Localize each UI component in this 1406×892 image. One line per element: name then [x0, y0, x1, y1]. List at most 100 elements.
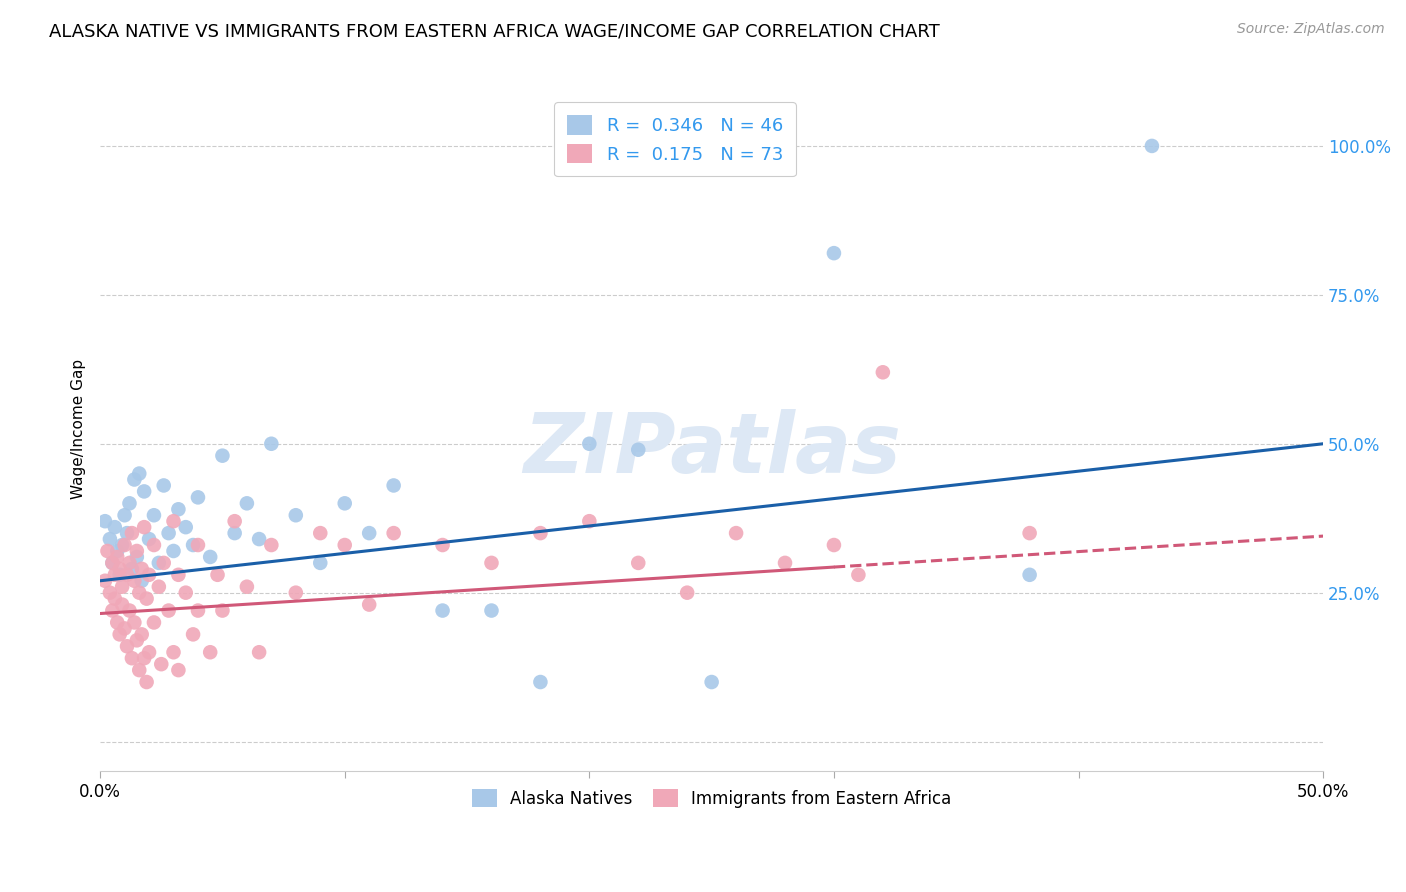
Point — [284, 585, 307, 599]
Point — [162, 544, 184, 558]
Point — [115, 640, 138, 654]
Legend: Alaska Natives, Immigrants from Eastern Africa: Alaska Natives, Immigrants from Eastern … — [465, 782, 957, 814]
Point — [529, 526, 551, 541]
Point — [124, 615, 146, 630]
Point — [142, 538, 165, 552]
Text: Source: ZipAtlas.com: Source: ZipAtlas.com — [1237, 22, 1385, 37]
Point — [111, 598, 134, 612]
Point — [118, 496, 141, 510]
Point — [211, 449, 233, 463]
Point — [432, 538, 454, 552]
Point — [1140, 139, 1163, 153]
Point — [121, 562, 143, 576]
Point — [529, 675, 551, 690]
Point — [101, 556, 124, 570]
Point — [162, 645, 184, 659]
Point — [247, 532, 270, 546]
Point — [118, 603, 141, 617]
Point — [108, 627, 131, 641]
Text: ALASKA NATIVE VS IMMIGRANTS FROM EASTERN AFRICA WAGE/INCOME GAP CORRELATION CHAR: ALASKA NATIVE VS IMMIGRANTS FROM EASTERN… — [49, 22, 941, 40]
Point — [121, 526, 143, 541]
Point — [115, 567, 138, 582]
Point — [142, 615, 165, 630]
Point — [131, 574, 153, 588]
Point — [125, 544, 148, 558]
Point — [1018, 526, 1040, 541]
Point — [247, 645, 270, 659]
Point — [187, 491, 209, 505]
Point — [138, 645, 160, 659]
Point — [309, 526, 332, 541]
Point — [481, 556, 503, 570]
Point — [167, 663, 190, 677]
Point — [135, 591, 157, 606]
Point — [359, 598, 381, 612]
Point — [823, 246, 845, 260]
Point — [98, 585, 121, 599]
Point — [152, 556, 174, 570]
Point — [284, 508, 307, 523]
Point — [236, 580, 259, 594]
Point — [773, 556, 796, 570]
Point — [627, 556, 650, 570]
Point — [578, 436, 600, 450]
Point — [104, 567, 127, 582]
Point — [211, 603, 233, 617]
Point — [138, 532, 160, 546]
Point — [121, 651, 143, 665]
Point — [108, 567, 131, 582]
Point — [111, 538, 134, 552]
Point — [236, 496, 259, 510]
Point — [124, 473, 146, 487]
Point — [128, 663, 150, 677]
Point — [125, 549, 148, 564]
Point — [131, 627, 153, 641]
Point — [124, 574, 146, 588]
Point — [174, 585, 197, 599]
Point — [101, 603, 124, 617]
Point — [1018, 567, 1040, 582]
Point — [114, 622, 136, 636]
Point — [134, 651, 156, 665]
Point — [181, 538, 204, 552]
Point — [260, 538, 283, 552]
Point — [148, 556, 170, 570]
Point — [105, 615, 128, 630]
Point — [104, 520, 127, 534]
Point — [207, 567, 229, 582]
Point — [105, 549, 128, 564]
Point — [128, 585, 150, 599]
Point — [118, 556, 141, 570]
Point — [627, 442, 650, 457]
Point — [142, 508, 165, 523]
Point — [333, 496, 356, 510]
Point — [134, 520, 156, 534]
Point — [134, 484, 156, 499]
Point — [138, 567, 160, 582]
Point — [125, 633, 148, 648]
Point — [848, 567, 870, 582]
Y-axis label: Wage/Income Gap: Wage/Income Gap — [72, 359, 86, 499]
Point — [823, 538, 845, 552]
Point — [578, 514, 600, 528]
Point — [114, 538, 136, 552]
Point — [108, 562, 131, 576]
Point — [224, 514, 246, 528]
Point — [111, 580, 134, 594]
Point — [94, 574, 117, 588]
Point — [167, 502, 190, 516]
Point — [114, 508, 136, 523]
Point — [872, 365, 894, 379]
Point — [200, 549, 222, 564]
Point — [152, 478, 174, 492]
Point — [359, 526, 381, 541]
Point — [187, 603, 209, 617]
Point — [105, 544, 128, 558]
Point — [150, 657, 173, 672]
Point — [187, 538, 209, 552]
Point — [309, 556, 332, 570]
Point — [382, 526, 405, 541]
Point — [162, 514, 184, 528]
Point — [676, 585, 699, 599]
Point — [157, 603, 180, 617]
